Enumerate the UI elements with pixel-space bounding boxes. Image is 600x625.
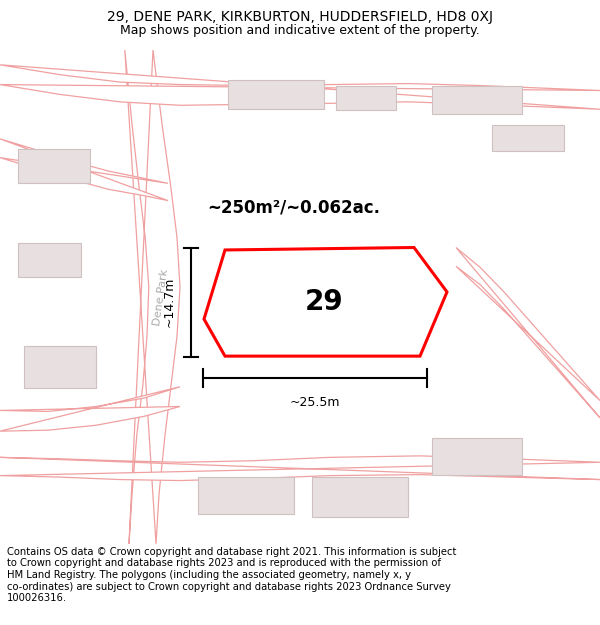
Polygon shape	[432, 438, 522, 474]
Polygon shape	[432, 86, 522, 114]
Polygon shape	[0, 139, 168, 201]
Text: ~25.5m: ~25.5m	[290, 396, 340, 409]
Polygon shape	[24, 346, 96, 388]
Polygon shape	[0, 65, 600, 109]
Polygon shape	[228, 79, 324, 109]
Polygon shape	[204, 248, 447, 356]
Text: Map shows position and indicative extent of the property.: Map shows position and indicative extent…	[120, 24, 480, 37]
Polygon shape	[249, 268, 327, 317]
Text: Contains OS data © Crown copyright and database right 2021. This information is : Contains OS data © Crown copyright and d…	[7, 547, 457, 603]
Polygon shape	[492, 125, 564, 151]
Text: ~250m²/~0.062ac.: ~250m²/~0.062ac.	[208, 199, 380, 217]
Text: Dene Park: Dene Park	[152, 268, 170, 326]
Polygon shape	[456, 248, 600, 418]
Text: 29, DENE PARK, KIRKBURTON, HUDDERSFIELD, HD8 0XJ: 29, DENE PARK, KIRKBURTON, HUDDERSFIELD,…	[107, 10, 493, 24]
Text: 29: 29	[305, 288, 343, 316]
Polygon shape	[0, 456, 600, 481]
Polygon shape	[125, 50, 180, 544]
Polygon shape	[18, 149, 90, 183]
Polygon shape	[312, 477, 408, 517]
Polygon shape	[336, 86, 396, 110]
Polygon shape	[0, 387, 180, 431]
Polygon shape	[18, 242, 81, 277]
Polygon shape	[198, 477, 294, 514]
Text: ~14.7m: ~14.7m	[163, 277, 176, 328]
